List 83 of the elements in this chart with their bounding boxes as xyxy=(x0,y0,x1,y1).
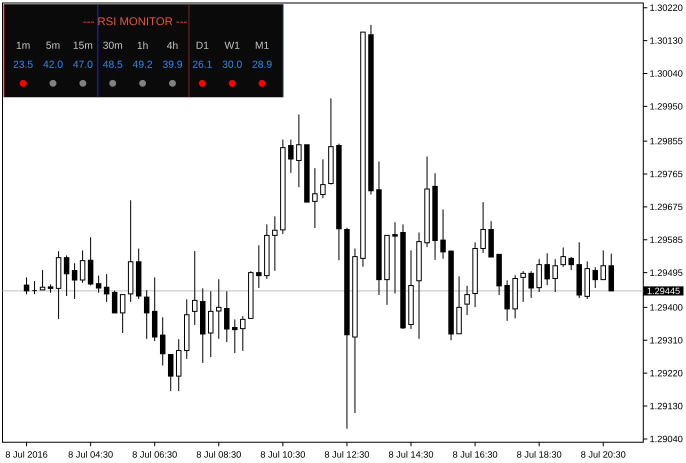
candlestick xyxy=(224,290,230,342)
candlestick xyxy=(88,236,94,286)
y-tick-label: 1.29130 xyxy=(650,402,682,410)
text: 23.5 xyxy=(14,60,33,68)
candlestick xyxy=(168,354,174,392)
candlestick xyxy=(528,270,534,298)
candlestick xyxy=(296,114,302,188)
x-tick-label: 8 Jul 18:30 xyxy=(517,450,562,458)
y-tick-label: 1.29950 xyxy=(650,103,682,110)
y-tick-label: 1.29495 xyxy=(650,269,682,276)
y-tick-label: 1.29855 xyxy=(650,138,682,144)
text: --- RSI MONITOR --- xyxy=(83,17,187,26)
candlestick xyxy=(104,274,110,302)
category-label: 4h xyxy=(166,41,178,49)
text: 47.0 xyxy=(73,60,92,68)
text: 30.0 xyxy=(222,60,242,68)
x-tick-label: 8 Jul 14:30 xyxy=(388,450,434,458)
text: 48.5 xyxy=(102,60,122,68)
candlestick xyxy=(72,262,78,300)
y-tick-label: 1.29585 xyxy=(650,236,682,243)
category-label: 15m xyxy=(74,42,92,49)
candlestick xyxy=(464,285,470,316)
x-tick-label: 8 Jul 08:30 xyxy=(196,450,241,458)
candlestick xyxy=(320,158,326,198)
candlestick xyxy=(312,168,318,228)
x-tick-label: 8 Jul 04:30 xyxy=(68,450,113,458)
category-label: 1h xyxy=(138,41,148,49)
x-tick-label: 8 Jul 12:30 xyxy=(324,450,370,458)
candlestick xyxy=(544,252,550,286)
category-label: 5m xyxy=(46,42,60,49)
x-tick-label: 8 Jul 06:30 xyxy=(132,450,177,458)
category-label: D1 xyxy=(196,42,208,49)
y-tick-label: 1.29675 xyxy=(650,204,682,210)
candlestick xyxy=(288,139,294,174)
text: 42.0 xyxy=(43,60,63,68)
x-tick-label: 8 Jul 10:30 xyxy=(260,450,305,458)
category-label: 1m xyxy=(16,42,30,49)
category-label: M1 xyxy=(256,42,269,49)
candlestick xyxy=(40,269,46,290)
category-label: W1 xyxy=(224,42,240,49)
y-tick-label: 1.29310 xyxy=(650,336,682,344)
candlestick xyxy=(216,278,222,340)
candlestick xyxy=(504,280,510,322)
candlestick xyxy=(600,250,606,280)
candlestick xyxy=(160,316,166,366)
candlestick xyxy=(272,216,278,272)
y-tick-label: 1.30130 xyxy=(650,37,682,44)
text: 39.9 xyxy=(162,60,182,68)
y-tick-label: 1.30220 xyxy=(650,4,682,11)
y-tick-label: 1.29040 xyxy=(650,436,682,442)
x-tick-label: 8 Jul 16:30 xyxy=(452,450,498,458)
candlestick xyxy=(520,270,526,302)
candlestick xyxy=(568,256,574,270)
x-tick-label: 8 Jul 20:30 xyxy=(581,450,626,458)
x-tick-label: 8 Jul 2016 xyxy=(6,450,48,458)
ref-line-label: 1.29445 xyxy=(648,288,680,294)
candlestick xyxy=(112,290,118,314)
candlestick xyxy=(144,290,150,340)
candlestick xyxy=(592,266,598,288)
candlestick xyxy=(552,258,558,292)
y-tick-label: 1.29765 xyxy=(650,170,682,178)
text: 26.1 xyxy=(192,60,212,68)
candlestick xyxy=(192,250,198,326)
candlestick xyxy=(560,246,566,268)
candlestick xyxy=(24,276,30,295)
y-tick-label: 1.30040 xyxy=(650,70,682,77)
candlestick xyxy=(64,254,70,296)
text: 28.9 xyxy=(252,60,272,68)
candlestick xyxy=(536,258,542,292)
candlestick xyxy=(392,222,398,294)
candlestick xyxy=(232,318,238,354)
candlestick xyxy=(256,244,262,288)
y-tick-label: 1.29400 xyxy=(650,304,682,311)
category-label: 30m xyxy=(103,42,122,49)
candlestick xyxy=(240,316,246,352)
candlestick xyxy=(440,208,446,260)
candlestick xyxy=(480,202,486,254)
y-tick-label: 1.29220 xyxy=(650,370,682,376)
candlestick xyxy=(208,290,214,358)
candlestick xyxy=(120,294,126,334)
candlestick xyxy=(96,274,102,294)
candlestick xyxy=(80,250,86,284)
text: 49.2 xyxy=(132,60,152,68)
